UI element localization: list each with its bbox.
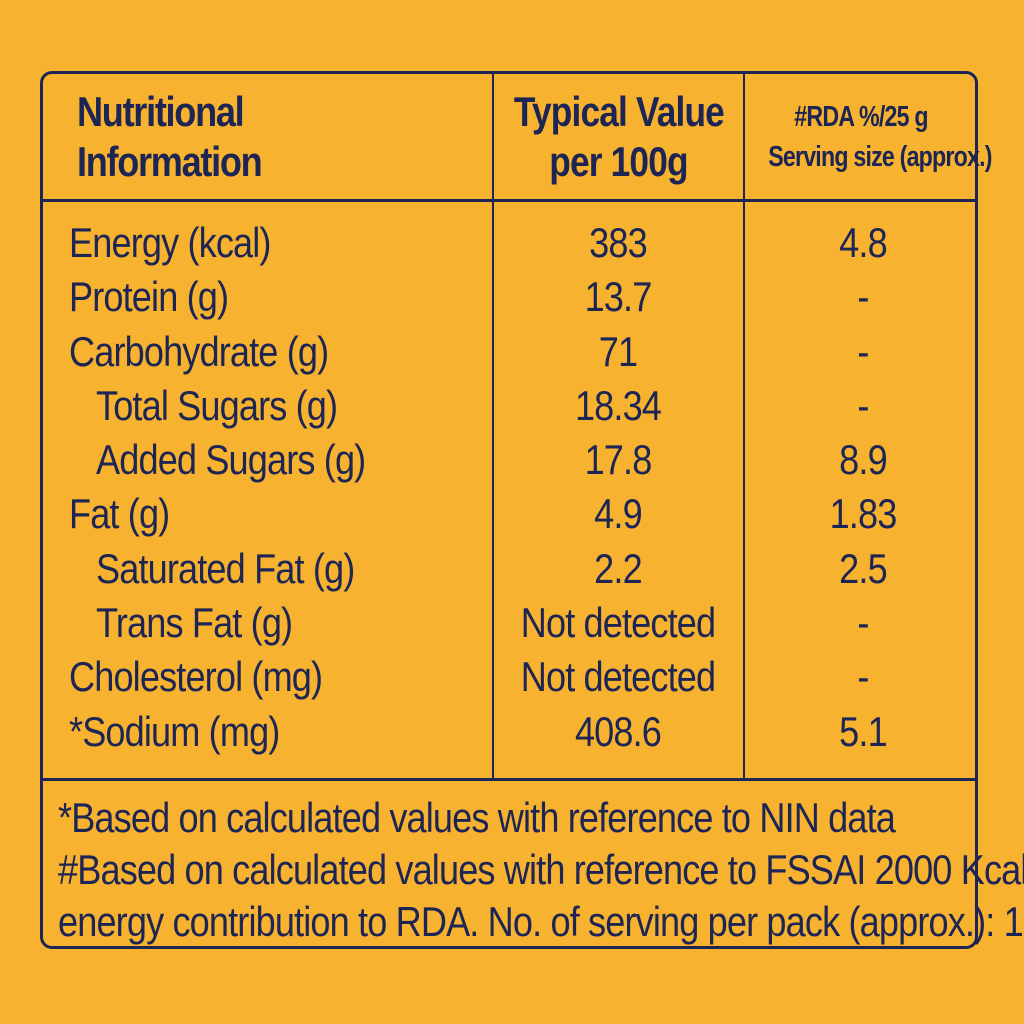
table-row: Trans Fat (g) Not detected - (43, 596, 975, 650)
header-divider (43, 199, 975, 202)
rda-value: 1.83 (829, 490, 898, 538)
typical-value: Not detected (520, 599, 716, 647)
table-row: Protein (g) 13.7 - (43, 270, 975, 324)
header-col1-line2: Information (77, 137, 263, 185)
header-rda: #RDA %/25 g Serving size (approx.) (745, 74, 992, 199)
rda-value: 8.9 (839, 436, 887, 484)
rda-value: 4.8 (839, 219, 887, 266)
nutrient-name: Carbohydrate (g) (69, 327, 329, 375)
header-col3-line1: #RDA %/25 g (794, 100, 928, 133)
typical-value: 383 (589, 219, 648, 266)
footnote-nin: *Based on calculated values with referen… (58, 794, 896, 841)
rda-value: - (857, 653, 869, 701)
table-row: Added Sugars (g) 17.8 8.9 (43, 433, 975, 487)
header-nutritional-information: Nutritional Information (77, 74, 487, 199)
table-row: Energy (kcal) 383 4.8 (43, 216, 975, 270)
rda-value: - (857, 381, 869, 429)
nutrient-name: Energy (kcal) (69, 219, 271, 266)
header-col2-line1: Typical Value (513, 87, 725, 135)
footer-divider (43, 778, 975, 781)
typical-value: 408.6 (574, 707, 662, 755)
typical-value: 17.8 (584, 436, 653, 484)
typical-value: 2.2 (594, 544, 642, 592)
nutrition-table: Nutritional Information Typical Value pe… (40, 71, 1024, 949)
nutrient-name: Trans Fat (g) (96, 599, 293, 647)
header-col3-line2: Serving size (approx.) (768, 140, 992, 173)
table-row: Total Sugars (g) 18.34 - (43, 379, 975, 433)
rda-value: - (857, 273, 869, 321)
table-row: Saturated Fat (g) 2.2 2.5 (43, 542, 975, 596)
footnote-servings: energy contribution to RDA. No. of servi… (58, 898, 1024, 945)
nutrient-name: Fat (g) (69, 490, 170, 538)
nutrient-name: *Sodium (mg) (69, 707, 280, 755)
footnote-fssai: #Based on calculated values with referen… (58, 846, 1024, 893)
rda-value: - (857, 327, 869, 375)
nutrient-name: Cholesterol (mg) (69, 653, 323, 701)
header-typical-value: Typical Value per 100g (494, 74, 743, 199)
nutrient-name: Total Sugars (g) (96, 381, 338, 429)
nutrient-name: Added Sugars (g) (96, 436, 366, 484)
typical-value: 18.34 (574, 381, 662, 429)
rda-value: 5.1 (839, 707, 887, 755)
header-col1-line1: Nutritional (77, 87, 245, 135)
rda-value: 2.5 (839, 544, 887, 592)
table-row: Cholesterol (mg) Not detected - (43, 650, 975, 704)
table-row: Carbohydrate (g) 71 - (43, 325, 975, 379)
rda-value: - (857, 599, 869, 647)
footnotes: *Based on calculated values with referen… (58, 792, 1024, 948)
nutrient-name: Protein (g) (69, 273, 229, 321)
column-divider-1 (492, 74, 494, 780)
typical-value: 4.9 (594, 490, 642, 538)
table-row: Fat (g) 4.9 1.83 (43, 487, 975, 541)
typical-value: 71 (598, 327, 638, 375)
typical-value: Not detected (520, 653, 716, 701)
typical-value: 13.7 (584, 273, 653, 321)
header-col2-line2: per 100g (549, 137, 688, 185)
column-divider-2 (743, 74, 745, 780)
table-row: *Sodium (mg) 408.6 5.1 (43, 705, 975, 759)
nutrient-name: Saturated Fat (g) (96, 544, 355, 592)
table-body: Energy (kcal) 383 4.8 Protein (g) 13.7- Carbo… (43, 216, 975, 759)
